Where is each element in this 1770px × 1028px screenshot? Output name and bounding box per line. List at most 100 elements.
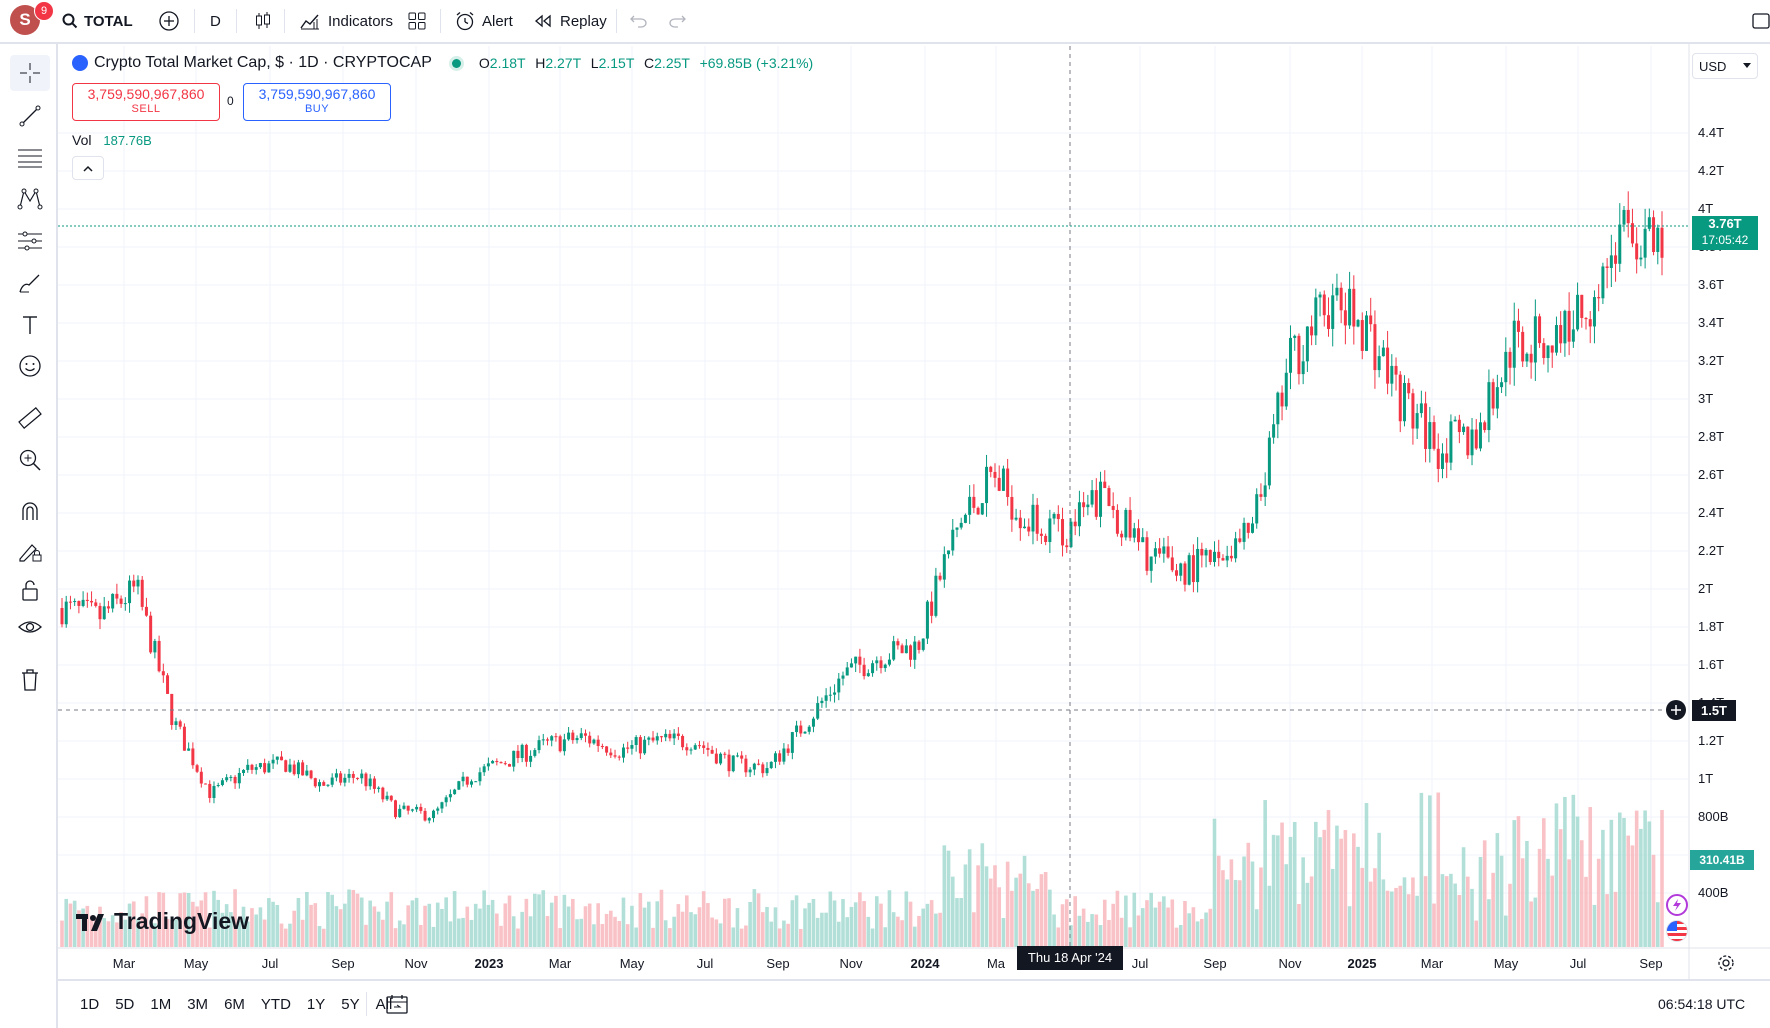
price-tick-label: 800B: [1698, 809, 1729, 824]
range-tab-ytd[interactable]: YTD: [260, 995, 291, 1013]
fib-tool[interactable]: [10, 140, 50, 176]
emoji-tool[interactable]: [10, 348, 50, 384]
sell-button[interactable]: 3,759,590,967,860 SELL: [72, 83, 220, 121]
remove-tool[interactable]: [10, 662, 50, 698]
indicators-button[interactable]: Indicators: [300, 0, 393, 42]
clock-display[interactable]: 06:54:18 UTC: [1658, 996, 1746, 1012]
measure-tool[interactable]: [10, 400, 50, 436]
forecast-tool[interactable]: [10, 223, 50, 259]
buy-button[interactable]: 3,759,590,967,860 BUY: [243, 83, 391, 121]
volume-bar: [980, 843, 985, 947]
volume-bar: [1297, 904, 1301, 947]
volume-bar: [1170, 899, 1175, 947]
candle-body: [1364, 315, 1368, 351]
volume-bar: [203, 892, 208, 947]
market-status-icon[interactable]: [451, 58, 461, 68]
volume-bar: [1533, 897, 1538, 947]
candle-body: [90, 600, 94, 603]
interval-button[interactable]: D: [210, 0, 221, 42]
chart-type-button[interactable]: [254, 0, 272, 42]
volume-bar: [1022, 855, 1027, 947]
collapse-legend-button[interactable]: [72, 156, 104, 180]
volume-bar: [1381, 879, 1386, 947]
volume-bar: [1605, 894, 1609, 947]
candle-body: [1449, 421, 1453, 463]
range-tab-all[interactable]: All: [375, 995, 393, 1013]
drawing-mode-tool[interactable]: [10, 534, 50, 570]
candle-body: [1457, 419, 1461, 433]
lock-tool[interactable]: [10, 572, 50, 608]
volume-bar: [1394, 887, 1398, 947]
axis-settings-button[interactable]: [1717, 954, 1735, 977]
candle-body: [545, 739, 549, 741]
volume-bar: [283, 928, 288, 947]
range-tab-1m[interactable]: 1M: [150, 995, 172, 1013]
candle-body: [938, 575, 942, 580]
brush-tool[interactable]: [10, 265, 50, 301]
candle-body: [1643, 228, 1647, 258]
drawing-toolbar: [0, 44, 58, 1028]
hide-tool[interactable]: [10, 610, 50, 646]
text-tool[interactable]: [10, 307, 50, 343]
compare-button[interactable]: [158, 0, 180, 42]
volume-bar: [1499, 855, 1504, 947]
candle-body: [1407, 382, 1411, 394]
replay-button[interactable]: Replay: [534, 0, 607, 42]
range-tab-1d[interactable]: 1D: [80, 995, 100, 1013]
volume-bar: [790, 900, 795, 947]
range-tab-5d[interactable]: 5D: [115, 995, 135, 1013]
range-tab-6m[interactable]: 6M: [224, 995, 245, 1013]
magnet-tool[interactable]: [10, 493, 50, 529]
candle-body: [436, 808, 440, 811]
range-tab-1y[interactable]: 1Y: [306, 995, 326, 1013]
symbol-label: TOTAL: [84, 12, 133, 30]
symbol-search-button[interactable]: TOTAL: [62, 0, 133, 42]
go-to-date-button[interactable]: [386, 983, 408, 1025]
candle-body: [1056, 513, 1060, 520]
layouts-button[interactable]: [408, 0, 426, 42]
candle-body: [368, 778, 372, 787]
volume-bar: [119, 912, 123, 947]
range-tab-3m[interactable]: 3M: [187, 995, 209, 1013]
pattern-tool[interactable]: [10, 181, 50, 217]
layout-window-button[interactable]: [1752, 0, 1770, 42]
candle-body: [710, 749, 714, 754]
candle-body: [292, 764, 296, 775]
chart-legend: Crypto Total Market Cap, $ · 1D · CRYPTO…: [72, 54, 813, 72]
trend-line-tool[interactable]: [10, 98, 50, 134]
grid-icon: [408, 12, 426, 30]
volume-bar: [271, 901, 275, 947]
redo-button[interactable]: [668, 0, 686, 42]
candle-body: [972, 496, 976, 508]
alert-button[interactable]: Alert: [454, 0, 513, 42]
undo-button[interactable]: [630, 0, 648, 42]
candle-body: [1339, 287, 1343, 311]
volume-bar: [1052, 914, 1056, 947]
candle-body: [81, 599, 85, 606]
currency-select[interactable]: USD: [1692, 53, 1758, 79]
lightning-event-icon[interactable]: [1666, 894, 1688, 916]
volume-bar: [820, 912, 824, 947]
candle-body: [309, 770, 313, 779]
volume-bar: [1398, 885, 1403, 947]
volume-bar: [397, 920, 402, 947]
crosshair-tool[interactable]: [10, 55, 50, 91]
legend-title[interactable]: Crypto Total Market Cap, $ · 1D · CRYPTO…: [94, 54, 432, 71]
volume-bar: [782, 920, 786, 947]
candle-body: [583, 733, 587, 736]
volume-bar: [1537, 848, 1542, 947]
add-alert-button[interactable]: [1666, 700, 1686, 720]
volume-bar: [1178, 924, 1183, 947]
range-tab-5y[interactable]: 5Y: [341, 995, 360, 1013]
volume-bar: [1613, 891, 1618, 947]
volume-bar: [233, 889, 237, 947]
volume-bar: [630, 905, 634, 947]
volume-bar: [136, 918, 140, 947]
candle-body: [1538, 316, 1542, 344]
candle-body: [697, 745, 701, 747]
candle-body: [1348, 288, 1352, 326]
zoom-tool[interactable]: [10, 442, 50, 478]
candle-body: [892, 641, 896, 660]
us-flag-event-icon[interactable]: [1666, 920, 1688, 942]
